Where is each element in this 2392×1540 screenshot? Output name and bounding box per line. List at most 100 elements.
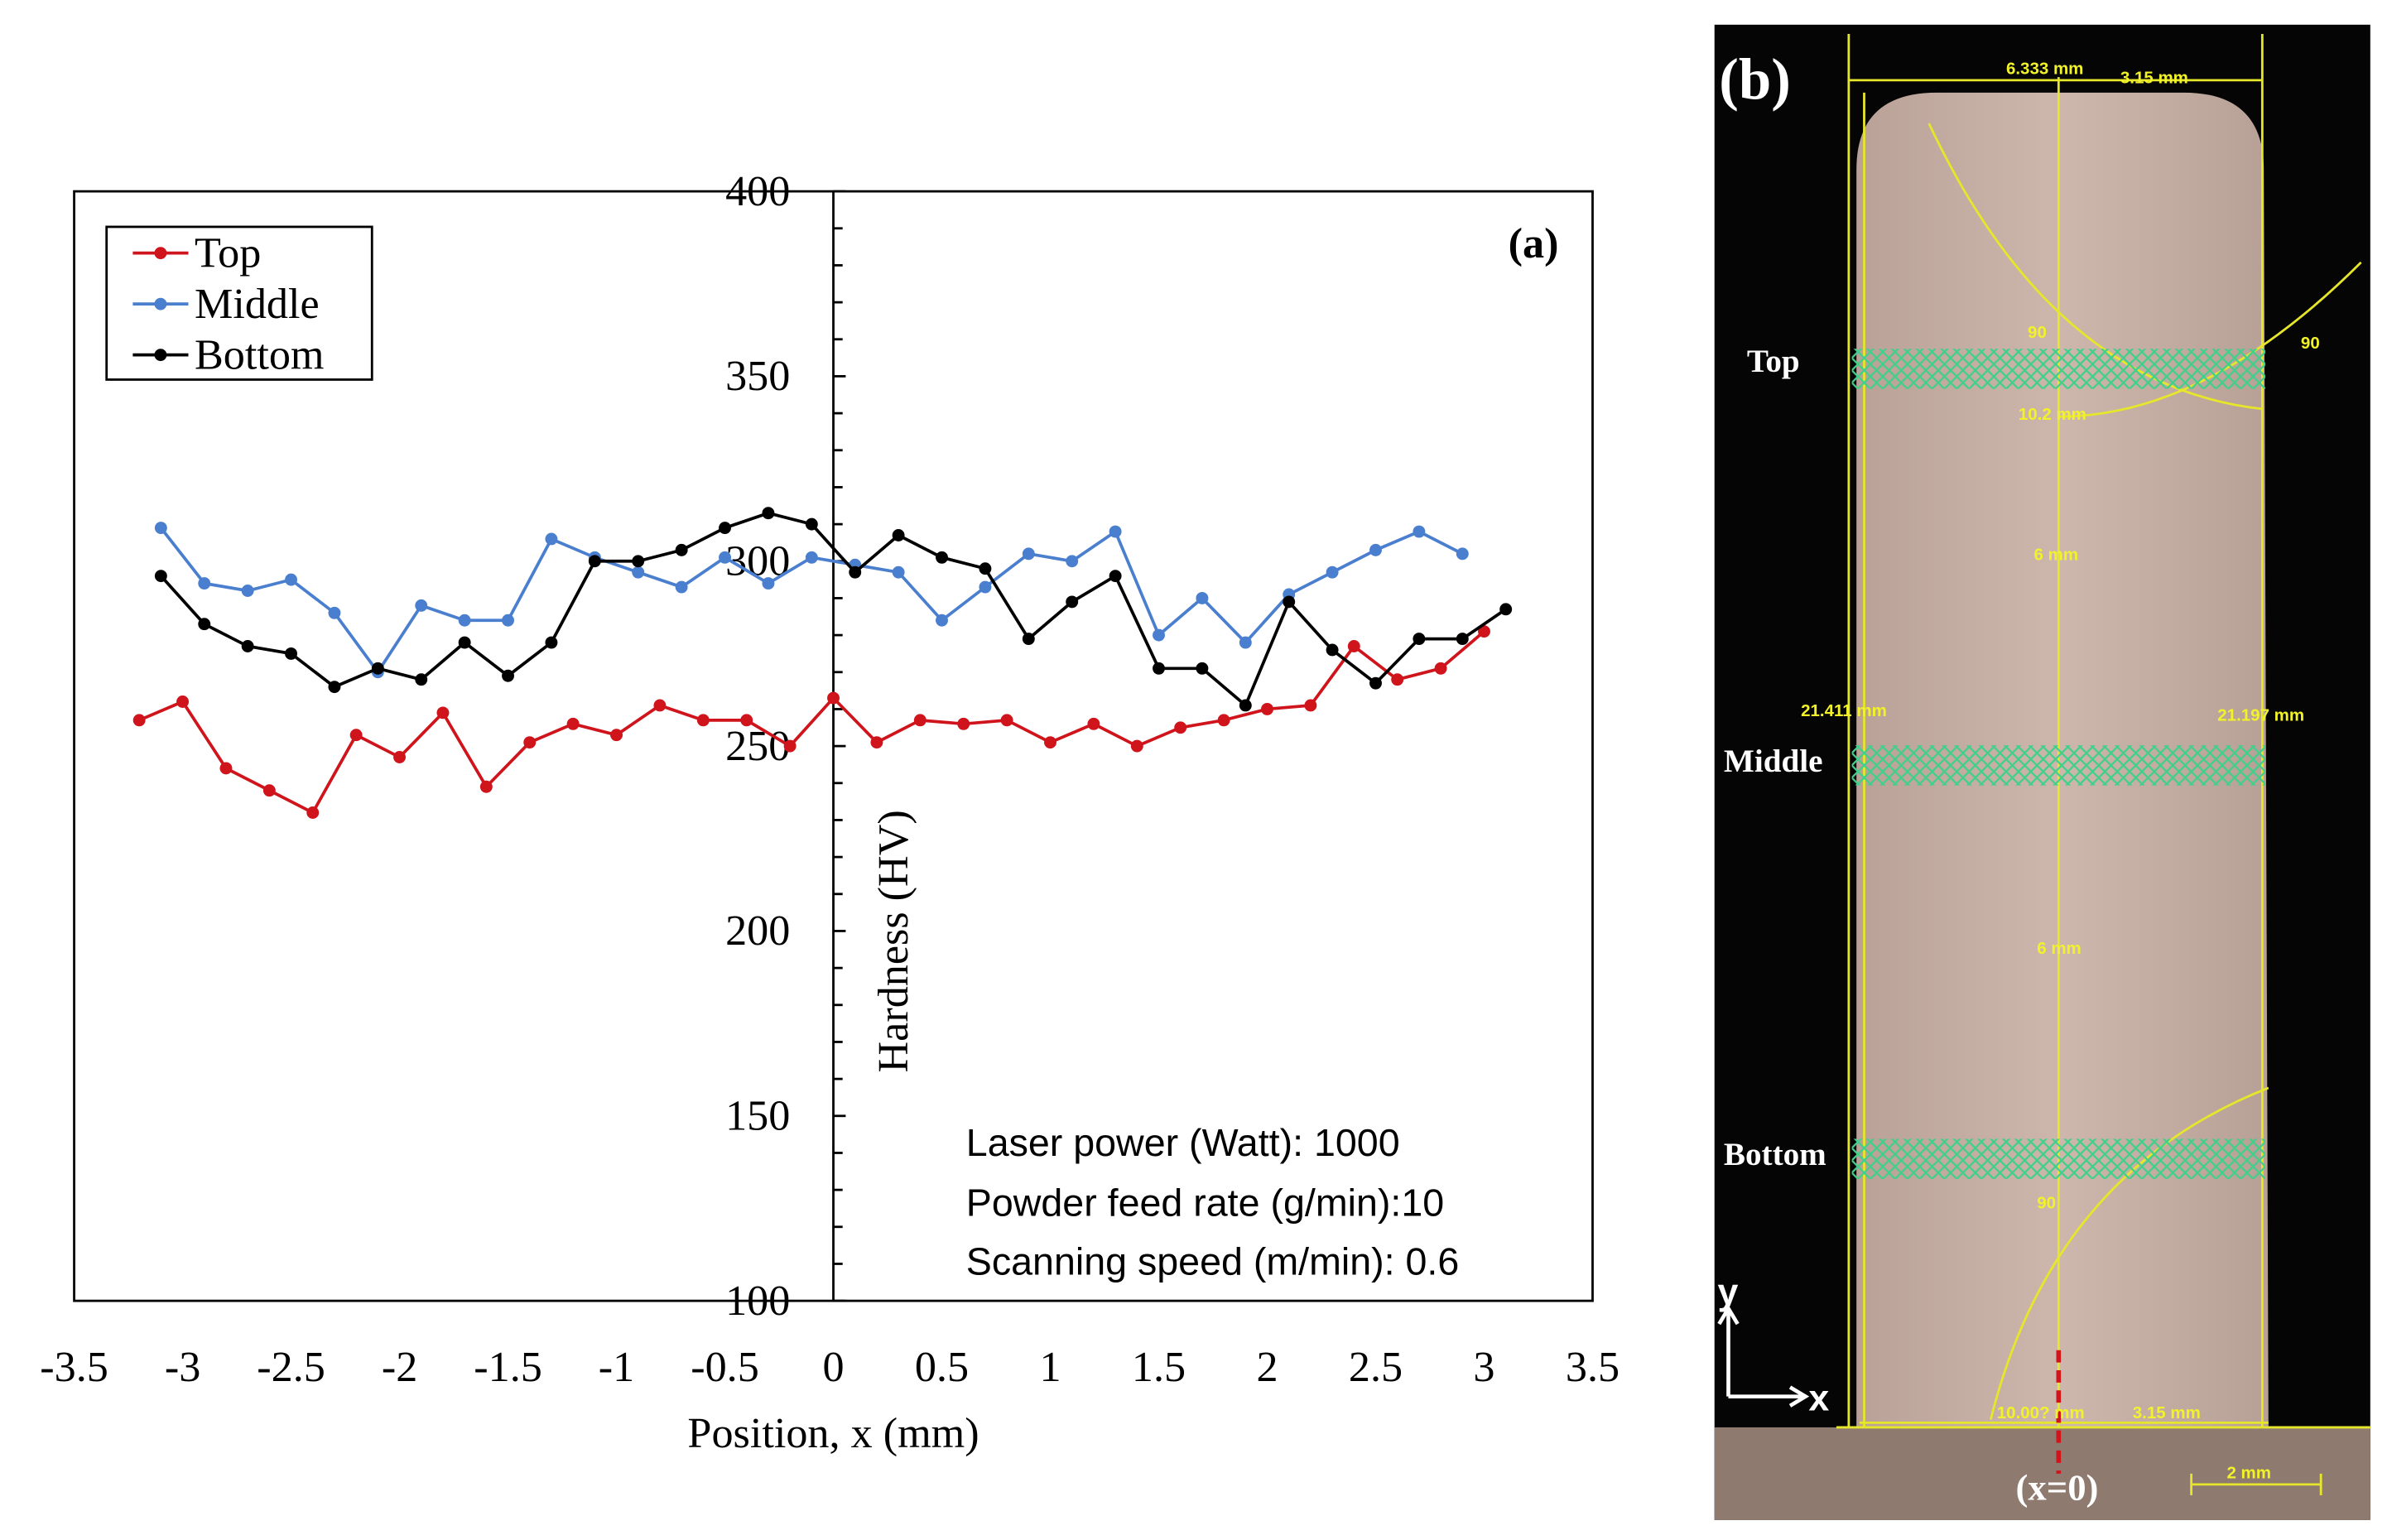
data-point [1283,595,1296,609]
data-point [1391,673,1404,686]
data-point [936,614,948,627]
indent-row-bottom [1851,1138,2266,1179]
data-point [719,522,731,535]
data-point [436,706,450,719]
indent-row-middle [1851,745,2266,786]
x-tick-label: 3.5 [1566,1344,1620,1391]
data-point [870,736,883,749]
x-tick-label: -1.5 [474,1344,542,1391]
meas-angle-top-inner: 90 [2028,323,2047,342]
data-point [762,507,775,520]
data-point [285,573,298,586]
data-point [241,640,254,652]
data-point [1217,714,1230,727]
x-tick-label: 0 [822,1344,844,1391]
x-tick-label: -1 [599,1344,634,1391]
data-point [1066,555,1079,568]
annotation-laser-power: Laser power (Watt): 1000 [966,1121,1400,1164]
data-point [1022,633,1035,646]
y-tick-label: 400 [725,168,790,215]
data-point [979,580,992,594]
y-axis-label: Hardness (HV) [870,810,917,1072]
annotation-scan-speed: Scanning speed (m/min): 0.6 [966,1239,1459,1283]
x-tick-label: 0.5 [915,1344,969,1391]
process-annotations: Laser power (Watt): 1000 Powder feed rat… [966,1121,1459,1283]
x-tick-label: -2 [382,1344,417,1391]
x-tick-label: 2 [1256,1344,1278,1391]
meas-spacing-2: 6 mm [2037,939,2082,958]
data-point [371,662,384,675]
data-point [610,729,623,742]
x-tick-label: 1.5 [1132,1344,1186,1391]
data-point [783,739,797,753]
x-axis-label: Position, x (mm) [687,1410,979,1457]
data-point [675,543,688,556]
data-point [1413,525,1426,538]
legend-swatch-marker [154,247,167,260]
y-tick-label: 250 [725,723,790,770]
data-point [936,551,948,564]
data-point [1499,603,1513,616]
data-point [502,669,514,682]
data-point [1196,662,1209,675]
data-point [1087,717,1100,730]
data-point [892,565,905,579]
data-point [653,699,667,712]
data-point [1000,714,1013,727]
data-point [1196,591,1209,604]
data-point [328,606,341,619]
meas-spacing-1: 6 mm [2034,546,2079,565]
origin-label: (x=0) [2015,1467,2098,1509]
meas-left-height: 21.411 mm [1801,701,1887,720]
meas-angle-bottom: 90 [2037,1193,2056,1212]
data-point [1239,699,1252,712]
data-point [502,614,514,627]
row-label-bottom: Bottom [1724,1137,1826,1172]
substrate [1714,1427,2370,1520]
x-tick-label: 1 [1039,1344,1061,1391]
data-point [154,570,167,583]
data-point [1153,628,1165,642]
data-point [957,717,970,730]
legend-label-top: Top [195,229,261,277]
x-tick-label: -3.5 [40,1344,108,1391]
row-label-top: Top [1747,344,1800,379]
panel-label-a: (a) [1509,220,1559,267]
axis-y-label: y [1717,1272,1738,1312]
data-point [675,580,688,594]
legend-label-middle: Middle [195,281,320,328]
meas-height-top: 10.2 mm [2019,405,2086,424]
data-point [740,714,753,727]
data-point [393,751,407,763]
data-point [1109,525,1122,538]
x-tick-label: -2.5 [257,1344,325,1391]
meas-width-bottom: 10.00? mm [1997,1403,2085,1422]
data-point [1066,595,1079,609]
data-point [1304,699,1317,712]
data-point [719,551,731,564]
data-point [805,551,818,564]
data-point [892,529,905,541]
data-point [545,636,558,649]
axis-x-label: x [1808,1378,1829,1418]
data-point [632,565,645,579]
data-point [1326,565,1339,579]
data-point [545,532,558,546]
data-point [176,695,190,708]
data-point [1369,676,1382,690]
data-point [1413,633,1426,646]
row-label-middle: Middle [1724,744,1823,779]
data-point [415,599,428,612]
data-point [262,784,276,797]
data-point [523,736,537,749]
scale-bar-label: 2 mm [2226,1463,2271,1482]
xy-axes-icon [1717,1304,1810,1408]
x-tick-label: 2.5 [1349,1344,1403,1391]
cross-section-photo: y x (b) Top Middle Bottom (x=0) 6.333 mm… [1714,24,2370,1520]
annotation-feed-rate: Powder feed rate (g/min):10 [966,1181,1444,1225]
data-point [913,714,926,727]
data-point [1347,640,1360,652]
